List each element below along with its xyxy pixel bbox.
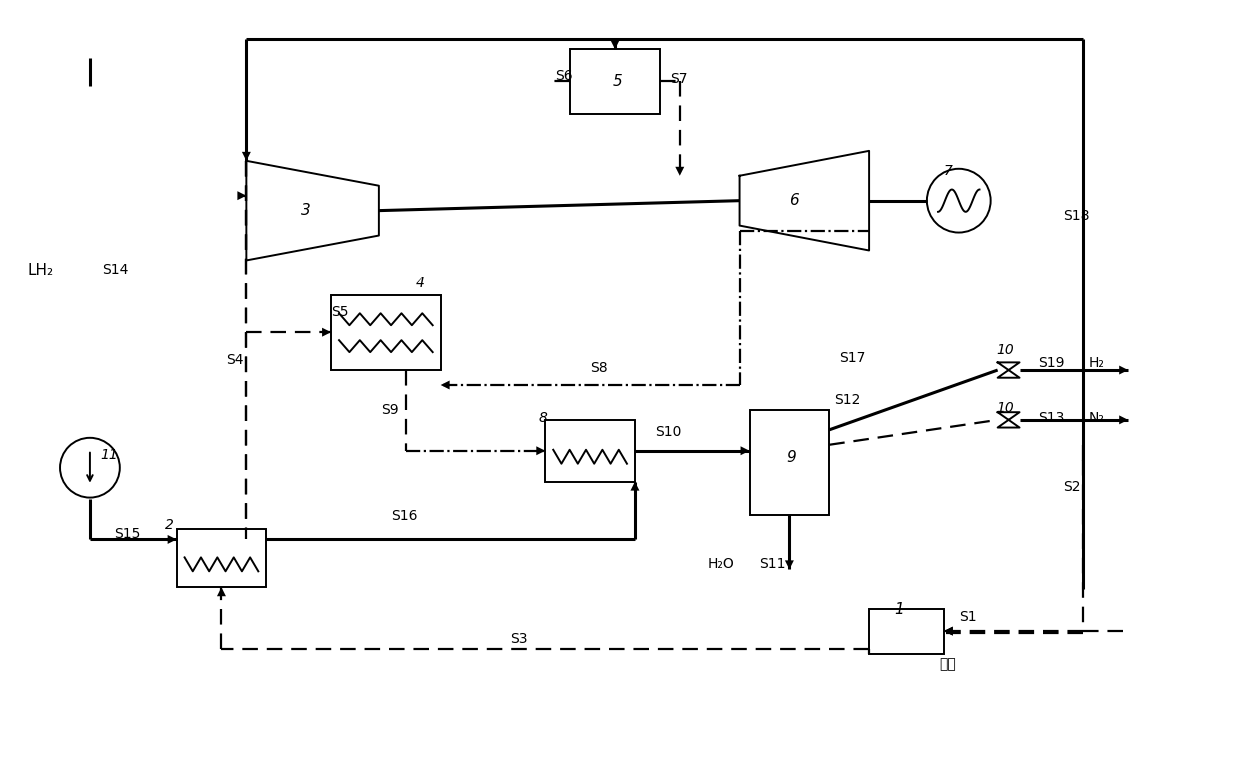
Text: S6: S6 xyxy=(556,69,573,83)
Polygon shape xyxy=(630,481,640,491)
Polygon shape xyxy=(944,627,952,636)
Text: 4: 4 xyxy=(415,276,424,291)
Polygon shape xyxy=(537,446,546,455)
Bar xyxy=(176,530,267,588)
Text: H₂O: H₂O xyxy=(708,558,734,571)
Text: 6: 6 xyxy=(790,193,799,208)
Text: S13: S13 xyxy=(1038,411,1065,425)
Polygon shape xyxy=(217,588,226,596)
Polygon shape xyxy=(944,627,952,636)
Polygon shape xyxy=(440,381,450,389)
Polygon shape xyxy=(610,40,620,49)
Bar xyxy=(749,410,830,514)
Text: 11: 11 xyxy=(100,448,118,461)
Text: S5: S5 xyxy=(331,305,348,319)
Text: 3: 3 xyxy=(301,203,311,218)
Text: 空气: 空气 xyxy=(939,657,956,671)
Text: S8: S8 xyxy=(590,361,608,375)
Text: S19: S19 xyxy=(1038,356,1065,370)
Text: 10: 10 xyxy=(997,401,1014,415)
Text: 8: 8 xyxy=(538,411,547,425)
Text: 5: 5 xyxy=(613,74,622,88)
Text: S7: S7 xyxy=(670,72,687,86)
Text: S14: S14 xyxy=(102,264,128,278)
Text: S4: S4 xyxy=(227,353,244,367)
Text: 1: 1 xyxy=(894,601,904,617)
Bar xyxy=(331,295,440,370)
Polygon shape xyxy=(1120,365,1128,375)
Bar xyxy=(570,49,660,114)
Polygon shape xyxy=(167,535,176,544)
Text: 10: 10 xyxy=(997,343,1014,357)
Text: S18: S18 xyxy=(1064,208,1090,222)
Text: 7: 7 xyxy=(944,164,952,178)
Polygon shape xyxy=(322,328,331,337)
Polygon shape xyxy=(242,151,250,161)
Polygon shape xyxy=(237,191,247,200)
Text: S10: S10 xyxy=(655,424,681,439)
Bar xyxy=(869,609,944,654)
Bar xyxy=(546,420,635,481)
Text: S2: S2 xyxy=(1064,480,1081,494)
Text: LH₂: LH₂ xyxy=(29,263,55,278)
Polygon shape xyxy=(676,167,684,176)
Text: S9: S9 xyxy=(381,403,398,417)
Text: S15: S15 xyxy=(114,528,140,541)
Text: H₂: H₂ xyxy=(1089,356,1104,370)
Text: S17: S17 xyxy=(839,351,866,365)
Text: S16: S16 xyxy=(391,508,418,522)
Text: S1: S1 xyxy=(959,610,976,624)
Text: N₂: N₂ xyxy=(1089,411,1104,425)
Polygon shape xyxy=(740,446,749,455)
Polygon shape xyxy=(785,561,794,569)
Text: 9: 9 xyxy=(786,450,796,465)
Text: 2: 2 xyxy=(165,518,174,532)
Text: S3: S3 xyxy=(511,632,528,646)
Polygon shape xyxy=(1120,415,1128,424)
Text: S11: S11 xyxy=(759,558,786,571)
Text: S12: S12 xyxy=(835,393,861,407)
